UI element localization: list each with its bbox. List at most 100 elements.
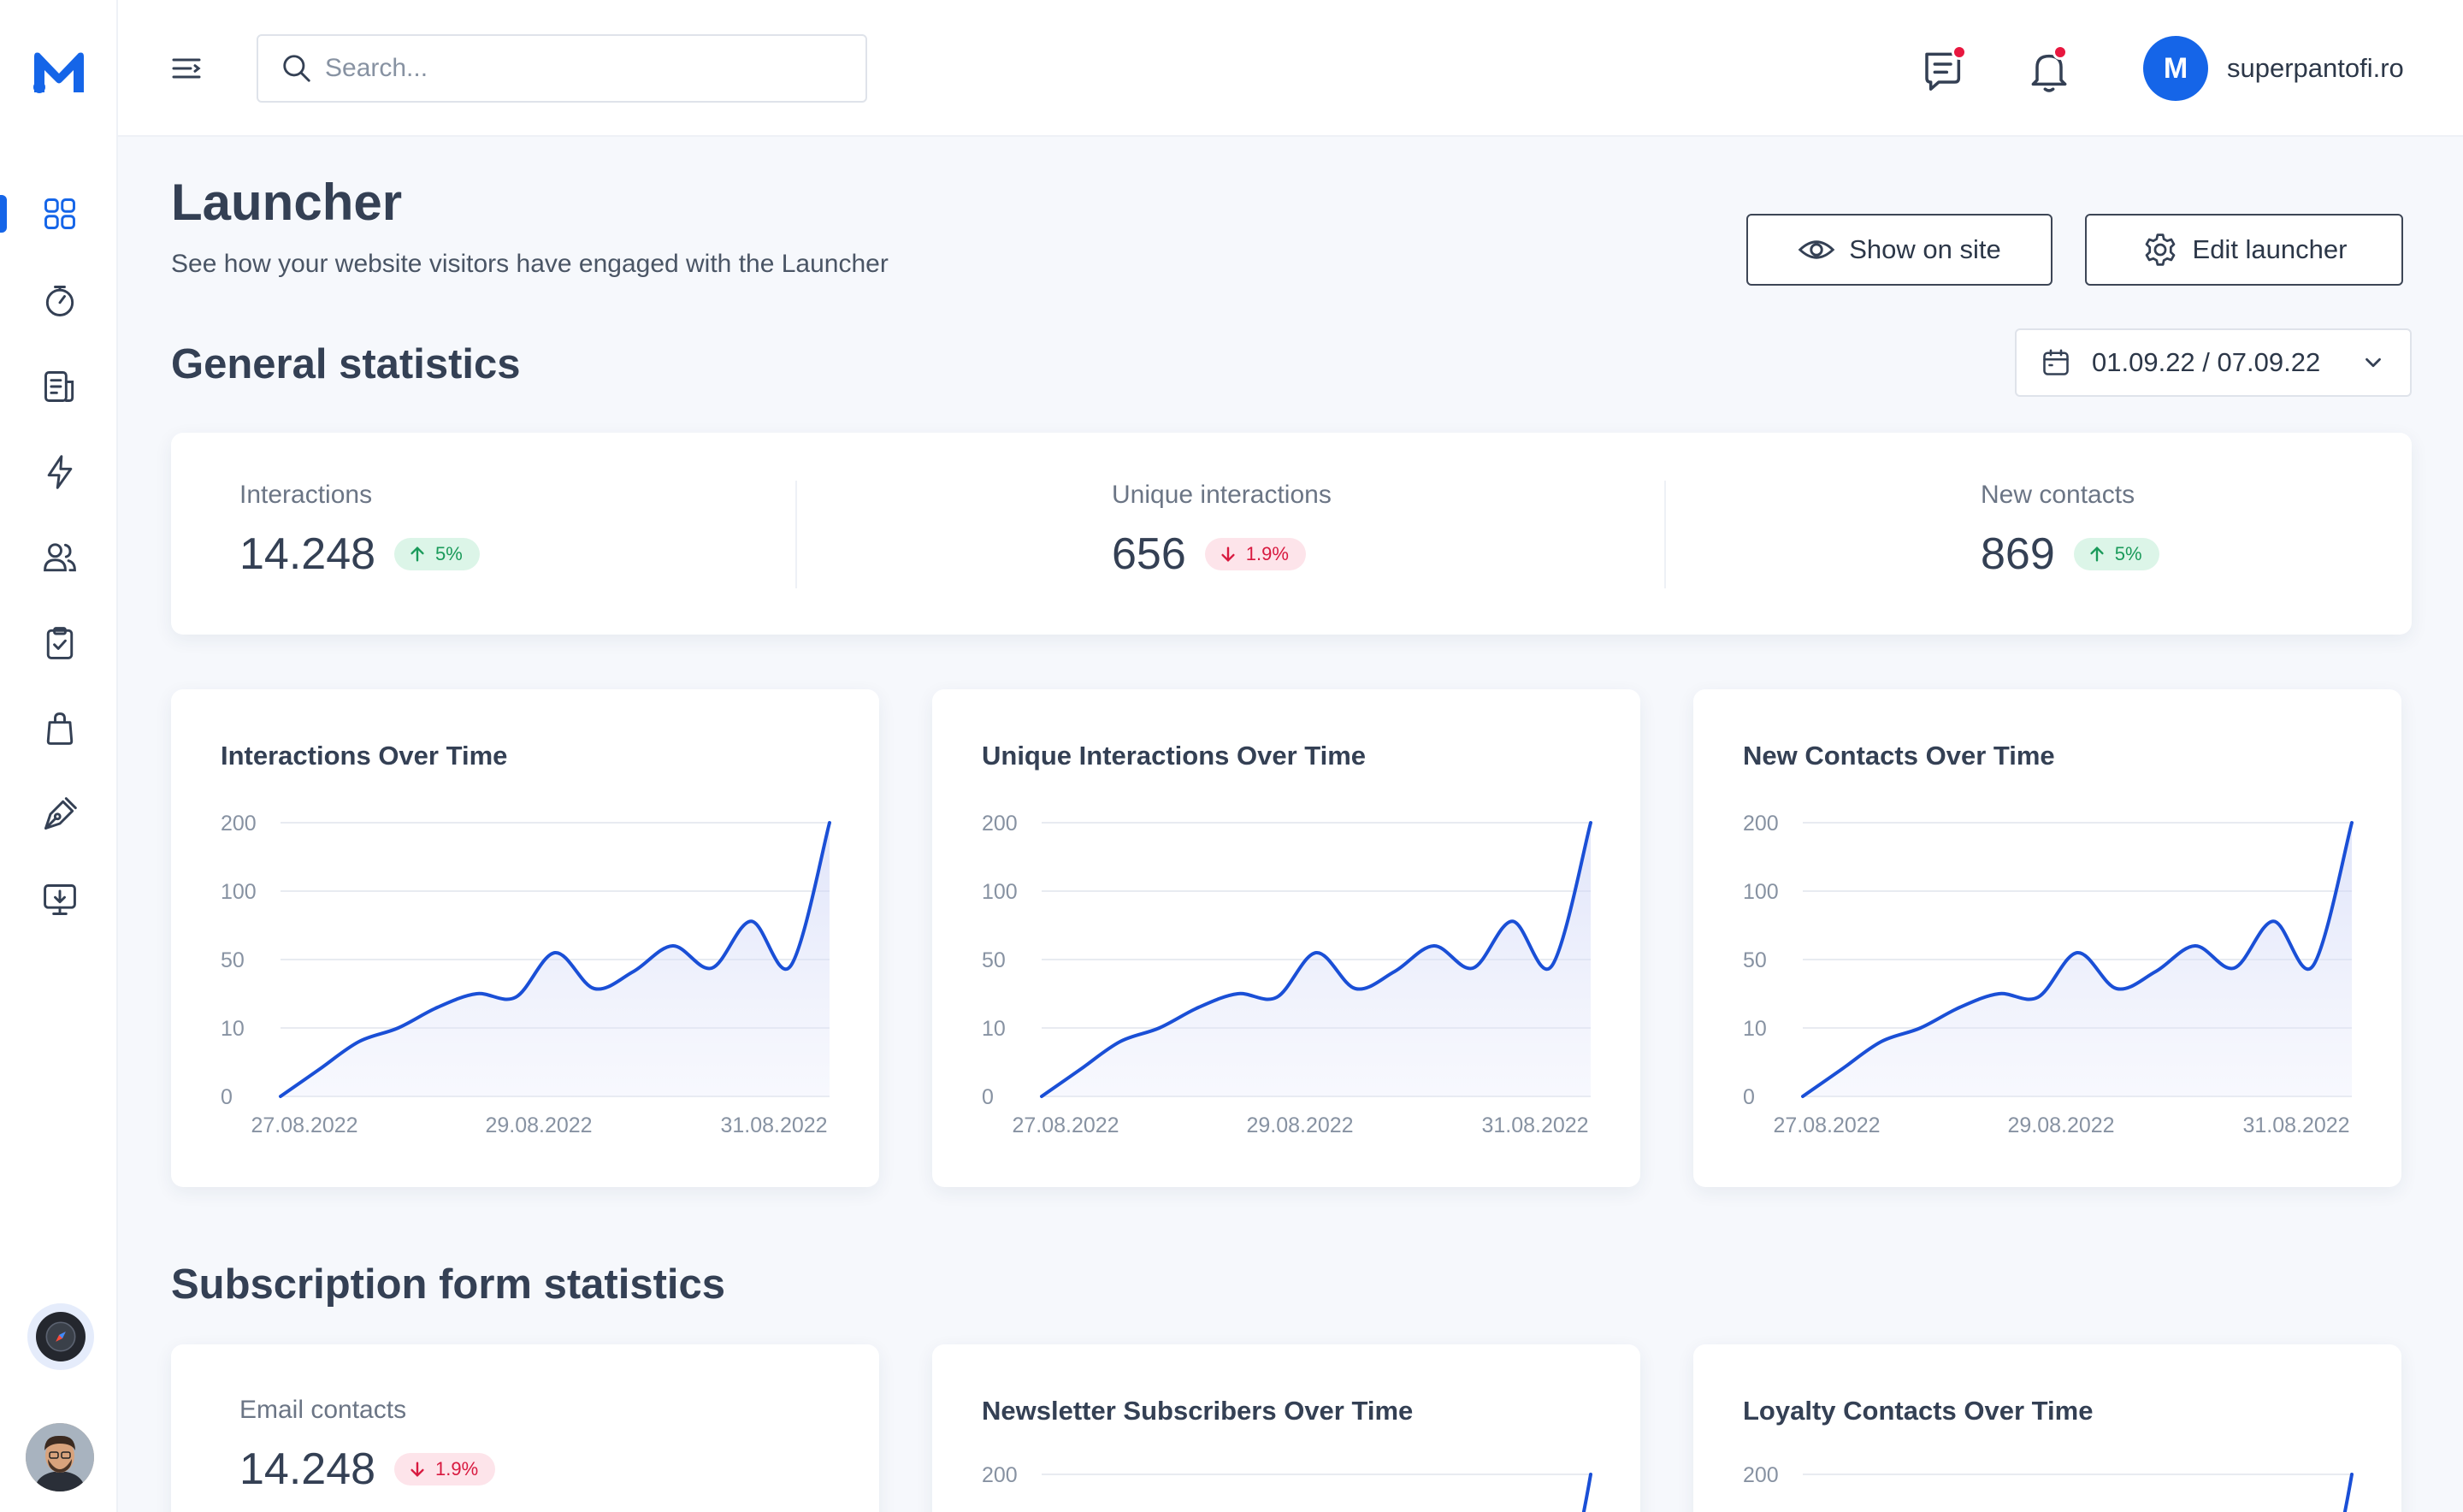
x-tick-label: 27.08.2022: [251, 1113, 357, 1137]
pen-tool-icon: [44, 797, 77, 830]
date-range-value: 01.09.22 / 07.09.22: [2092, 347, 2321, 377]
y-tick-label: 50: [982, 948, 1006, 972]
stat-new-contacts: New contacts 869 5%: [1981, 481, 2159, 580]
y-tick-label: 0: [1743, 1085, 1755, 1109]
change-badge-up: 5%: [2073, 538, 2159, 570]
chart-title: New Contacts Over Time: [1743, 741, 2055, 771]
notifications-unread-dot: [2052, 44, 2068, 60]
sidebar-item-dashboard[interactable]: [38, 192, 82, 236]
user-photo-icon: [26, 1423, 94, 1491]
menu-toggle-icon[interactable]: [169, 51, 204, 86]
arrow-up-icon: [2090, 546, 2104, 562]
users-icon: [44, 543, 76, 572]
x-tick-label: 29.08.2022: [1246, 1113, 1353, 1137]
area-fill: [281, 823, 830, 1096]
bell-icon: [2031, 54, 2067, 92]
edit-launcher-label: Edit launcher: [2192, 234, 2348, 264]
y-tick-label: 100: [221, 880, 257, 904]
stat-interactions: Interactions 14.248 5%: [239, 481, 480, 580]
edit-launcher-button[interactable]: Edit launcher: [2085, 214, 2403, 286]
x-tick-label: 27.08.2022: [1773, 1113, 1880, 1137]
account-menu[interactable]: M superpantofi.ro: [2143, 36, 2404, 101]
new-contacts-chart-card: New Contacts Over Time 200 100 50 10 0 27.08.…: [1693, 689, 2401, 1187]
stat-value: 656: [1112, 529, 1186, 579]
account-name: superpantofi.ro: [2227, 53, 2404, 83]
x-tick-label: 31.08.2022: [1481, 1113, 1588, 1137]
show-on-site-button[interactable]: Show on site: [1746, 214, 2052, 286]
y-tick-label: 100: [1743, 880, 1779, 904]
notifications-button[interactable]: [2025, 44, 2073, 94]
sidebar-item-export[interactable]: [38, 877, 82, 922]
lightning-icon: [47, 455, 73, 489]
series-line: [1801, 821, 2354, 1098]
monitor-download-icon: [44, 884, 76, 915]
x-tick-label: 31.08.2022: [2242, 1113, 2349, 1137]
eye-icon: [1798, 240, 1835, 259]
sidebar-item-tasks[interactable]: [38, 621, 82, 665]
general-statistics-title: General statistics: [171, 341, 521, 387]
messages-button[interactable]: [1921, 44, 1969, 94]
nav-active-indicator: [0, 195, 7, 233]
report-icon: [44, 371, 74, 402]
general-stats-card: Interactions 14.248 5% Unique interactio…: [171, 433, 2412, 635]
stat-value: 14.248: [239, 1444, 376, 1494]
shopping-bag-icon: [46, 712, 74, 745]
interactions-chart-card: Interactions Over Time 200 100 50 10 0 27.08.…: [171, 689, 879, 1187]
y-tick-label: 10: [1743, 1017, 1767, 1041]
help-button[interactable]: [27, 1303, 94, 1370]
speedometer-icon: [45, 286, 74, 316]
sidebar-item-design[interactable]: [38, 792, 82, 836]
stat-label: Interactions: [239, 481, 373, 509]
change-badge-up: 5%: [394, 538, 480, 570]
y-tick-label: 50: [1743, 948, 1767, 972]
stat-divider: [795, 481, 797, 588]
messages-unread-dot: [1952, 44, 1967, 60]
search-icon: [283, 55, 310, 82]
email-contacts-card: Email contacts 14.248 1.9%: [171, 1344, 879, 1512]
x-tick-label: 29.08.2022: [2007, 1113, 2114, 1137]
change-badge-down: 1.9%: [394, 1453, 496, 1485]
series-line: [279, 821, 831, 1098]
date-range-picker[interactable]: 01.09.22 / 07.09.22: [2015, 328, 2412, 397]
search-box[interactable]: [257, 34, 867, 103]
y-tick-label: 200: [982, 812, 1018, 836]
stat-label: Unique interactions: [1112, 481, 1332, 509]
dashboard-grid-icon: [44, 198, 75, 229]
chart-title: Unique Interactions Over Time: [982, 741, 1367, 771]
clipboard-check-icon: [46, 627, 74, 659]
arrow-down-icon: [410, 1462, 424, 1477]
series-line: [1581, 1473, 1592, 1512]
loyalty-chart-card: Loyalty Contacts Over Time 200: [1693, 1344, 2401, 1512]
search-input[interactable]: [325, 54, 838, 83]
newsletter-line-chart: 200: [982, 1463, 1592, 1512]
compass-icon: [45, 1321, 76, 1352]
stat-unique-interactions: Unique interactions 656 1.9%: [1112, 481, 1332, 580]
user-avatar[interactable]: [26, 1423, 94, 1491]
arrow-down-icon: [1221, 546, 1235, 562]
stat-divider: [1664, 481, 1666, 588]
sidebar-item-contacts[interactable]: [38, 535, 82, 580]
y-tick-label: 200: [1743, 812, 1779, 836]
chart-title: Interactions Over Time: [221, 741, 508, 771]
stat-value: 869: [1981, 529, 2055, 579]
page-title: Launcher: [171, 174, 403, 231]
series-line: [1040, 821, 1592, 1098]
change-badge-down: 1.9%: [1204, 538, 1306, 570]
chevron-down-icon: [2366, 357, 2381, 368]
series-line: [2342, 1473, 2354, 1512]
loyalty-line-chart: 200: [1743, 1463, 2354, 1512]
app-logo[interactable]: [31, 48, 87, 96]
y-tick-label: 10: [221, 1017, 245, 1041]
sidebar-item-shop[interactable]: [38, 706, 82, 751]
show-on-site-label: Show on site: [1849, 234, 2001, 264]
x-tick-label: 29.08.2022: [485, 1113, 592, 1137]
stat-label: Email contacts: [239, 1396, 407, 1424]
newsletter-chart-card: Newsletter Subscribers Over Time 200: [932, 1344, 1640, 1512]
y-tick-label: 100: [982, 880, 1018, 904]
sidebar-item-automations[interactable]: [38, 450, 82, 494]
sidebar-item-reports[interactable]: [38, 364, 82, 409]
y-tick-label: 50: [221, 948, 245, 972]
sidebar-item-speed[interactable]: [38, 279, 82, 323]
